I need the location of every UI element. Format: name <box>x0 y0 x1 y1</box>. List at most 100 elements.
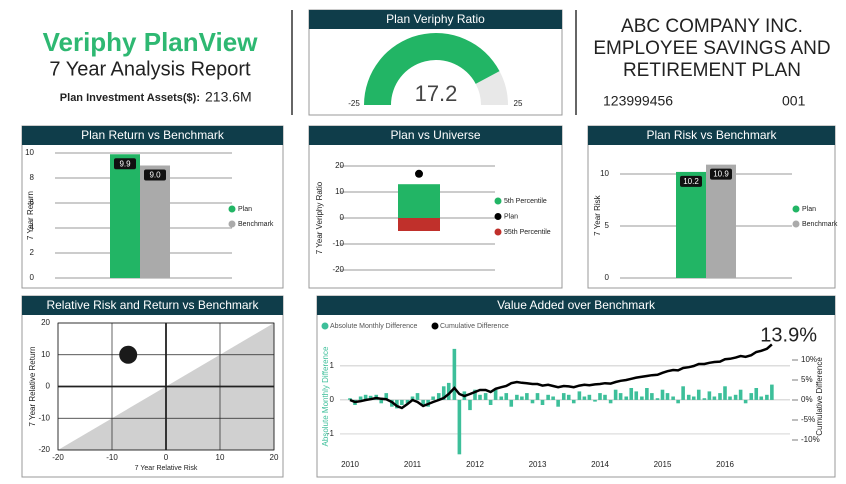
x-tick-label: 2011 <box>404 460 422 469</box>
bar <box>441 386 446 400</box>
bar <box>415 393 420 400</box>
panel-title: Plan vs Universe <box>390 128 480 142</box>
axis-label: 7 Year Veriphy Ratio <box>315 181 324 254</box>
assets-value: 213.6M <box>205 89 252 105</box>
bar <box>348 398 352 400</box>
point <box>119 345 138 364</box>
axis-label: Cumulative Difference <box>815 357 824 436</box>
bar <box>400 399 404 406</box>
bar <box>738 389 743 400</box>
panel-title: Plan Return vs Benchmark <box>81 128 225 142</box>
bar <box>473 389 477 400</box>
bar <box>488 399 493 406</box>
bar <box>650 393 654 400</box>
legend-label: Plan <box>802 206 816 213</box>
bar <box>520 396 524 400</box>
bar <box>613 389 618 400</box>
bar <box>410 396 415 400</box>
bar <box>681 386 685 400</box>
bar <box>645 387 649 400</box>
bar <box>452 348 457 400</box>
gauge-value <box>364 33 500 106</box>
x-tick-label: 2016 <box>716 460 734 469</box>
legend-marker <box>494 213 502 220</box>
bar <box>395 399 399 409</box>
bar <box>405 399 410 404</box>
assets-label: Plan Investment Assets($): <box>60 92 200 104</box>
bar <box>379 399 384 404</box>
legend-marker <box>431 322 439 330</box>
bar <box>696 389 701 400</box>
gauge-track <box>475 71 508 105</box>
y-tick-label: 10 <box>41 350 50 359</box>
bar <box>561 393 566 400</box>
axis-label: Absolute Monthly Difference <box>321 346 330 446</box>
panel-header <box>22 296 283 315</box>
value-label: 9.9 <box>119 159 131 168</box>
bar <box>368 395 373 400</box>
x-tick-label: 20 <box>270 453 279 462</box>
y-tick-label: 10 <box>25 148 34 157</box>
legend-label: Plan <box>238 206 252 213</box>
bar <box>640 396 644 400</box>
y-tick-label: 20 <box>41 318 50 327</box>
y2-tick-label: 5% <box>801 375 813 384</box>
bar <box>110 154 140 278</box>
value-label-bg <box>114 158 136 170</box>
y-tick-label: -10 <box>332 239 344 248</box>
bar <box>446 382 451 400</box>
bar <box>556 399 560 407</box>
bar <box>665 393 670 400</box>
bar <box>728 396 732 400</box>
bar <box>493 389 498 400</box>
bar <box>436 393 441 400</box>
bar <box>468 399 472 411</box>
y-tick-label: 0 <box>605 273 610 282</box>
bar <box>363 394 368 400</box>
gauge-value-label: 17.2 <box>415 81 458 106</box>
bar <box>551 396 555 400</box>
y-tick-label: 1 <box>330 361 335 370</box>
x-tick-label: 2010 <box>341 460 359 469</box>
cumulative-line <box>349 343 773 410</box>
y-tick-label: 0 <box>46 382 51 391</box>
range-bar <box>398 184 440 218</box>
annotation: 13.9% <box>760 324 817 346</box>
x-tick-label: 2014 <box>591 460 609 469</box>
bar <box>509 399 514 407</box>
bar <box>515 394 519 400</box>
bar <box>483 393 488 400</box>
legend-label: Cumulative Difference <box>440 323 509 330</box>
bar <box>140 165 170 278</box>
axis-label: 7 Year Return <box>26 191 35 240</box>
y-tick-label: -10 <box>38 413 50 422</box>
x-tick-label: 10 <box>216 453 225 462</box>
bar <box>577 391 582 400</box>
bar <box>702 398 707 400</box>
value-label-bg <box>680 175 702 187</box>
bar <box>587 394 592 400</box>
bar <box>421 399 425 406</box>
panel-header <box>317 296 835 315</box>
axis-label: 7 Year Risk <box>593 194 602 235</box>
x-tick-label: -10 <box>106 453 118 462</box>
bar <box>686 394 691 400</box>
y-tick-label: 10 <box>335 187 344 196</box>
panel-title: Value Added over Benchmark <box>497 298 656 312</box>
value-label: 10.2 <box>683 177 699 186</box>
bar <box>691 396 696 400</box>
legend-marker <box>792 220 800 228</box>
value-label: 10.9 <box>713 170 729 179</box>
bar <box>634 391 639 400</box>
legend-label: 5th Percentile <box>504 198 547 205</box>
bar <box>566 394 571 400</box>
bar <box>525 393 529 400</box>
range-bar <box>398 218 440 231</box>
bar <box>593 399 597 402</box>
panel-title: Plan Risk vs Benchmark <box>646 128 777 142</box>
bar <box>706 164 736 278</box>
bar <box>624 396 629 400</box>
bar <box>676 171 706 278</box>
y-tick-label: 4 <box>30 223 35 232</box>
x-tick-label: 2013 <box>529 460 547 469</box>
